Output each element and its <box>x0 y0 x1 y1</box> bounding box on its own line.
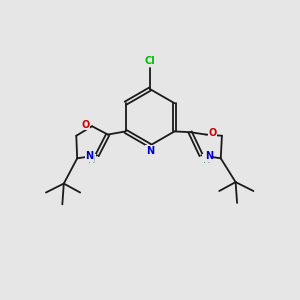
Text: O: O <box>81 120 90 130</box>
Text: N: N <box>205 151 213 161</box>
Text: H: H <box>88 155 95 165</box>
Text: Cl: Cl <box>145 56 155 65</box>
Text: O: O <box>208 128 217 138</box>
Text: H: H <box>203 155 210 165</box>
Text: N: N <box>85 151 93 161</box>
Text: N: N <box>146 146 154 156</box>
